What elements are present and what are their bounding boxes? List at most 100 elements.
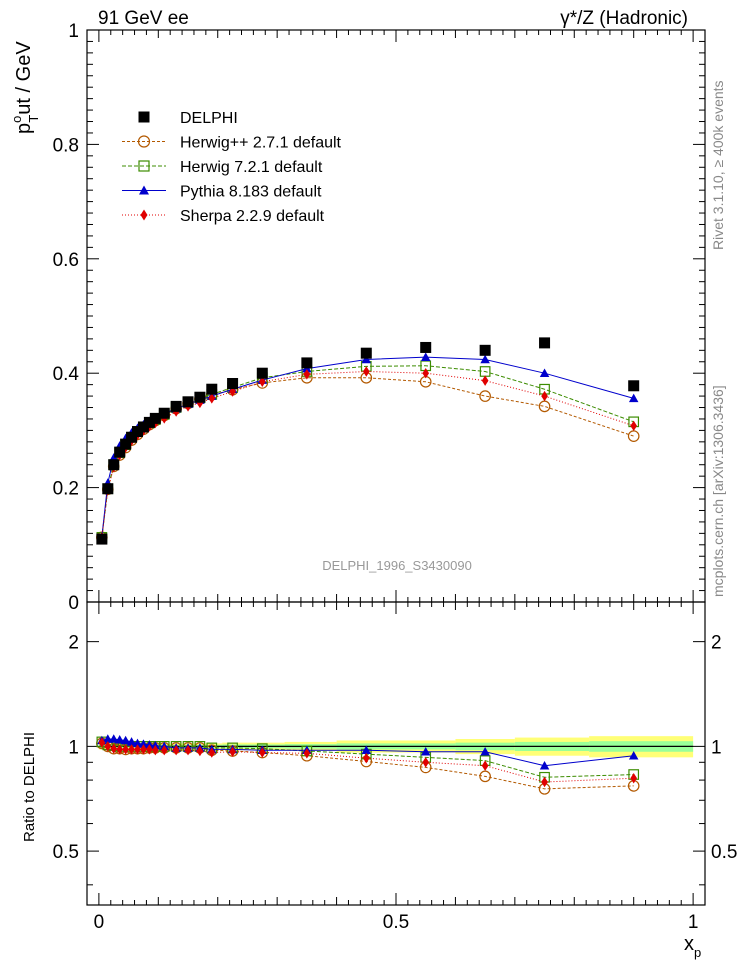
ratio-data-point [630, 772, 638, 784]
ratio-data-point [480, 747, 490, 756]
data-point [479, 344, 491, 356]
data-point [108, 459, 120, 471]
data-point [628, 380, 640, 392]
ratio-y-tick-label-right: 0.5 [711, 842, 737, 863]
series-line [101, 370, 634, 538]
ratio-data-point [184, 744, 192, 756]
main-y-tick-label: 0.6 [53, 250, 79, 271]
data-point [114, 446, 126, 458]
axis-ticks [87, 29, 705, 905]
data-point [143, 416, 155, 428]
ratio-data-point [132, 738, 143, 748]
data-point [132, 426, 144, 438]
legend-label: Herwig++ 2.7.1 default [180, 135, 342, 152]
header-left: 91 GeV ee [98, 8, 189, 29]
data-point [480, 354, 490, 364]
axis-tick-labels: 0 0.5 1 0 0.2 0.4 0.6 0.8 1 0.5 0.5 1 1 2 2 [53, 21, 738, 933]
ratio-data-point [172, 744, 180, 756]
ratio-data-point [120, 735, 131, 745]
ratio-data-point [208, 747, 216, 758]
legend-item-delphi: DELPHI [138, 110, 238, 127]
main-y-tick-label: 0.4 [53, 364, 80, 385]
main-y-label-p: p [13, 123, 35, 134]
data-point [360, 347, 372, 359]
data-point [96, 533, 108, 545]
main-y-tick-label: 0.8 [53, 135, 79, 156]
data-point [539, 368, 550, 377]
data-point [541, 390, 548, 402]
ratio-data-point [140, 744, 147, 755]
side-text-mcplots: mcplots.cern.ch [arXiv:1306.3436] [710, 385, 726, 597]
series-line [101, 356, 634, 537]
data-point [479, 390, 491, 402]
data-point [149, 412, 161, 424]
legend-label: DELPHI [180, 110, 238, 127]
ratio-data-point [362, 752, 370, 764]
header-right: γ*/Z (Hadronic) [560, 8, 688, 29]
ratio-data-point [196, 745, 204, 757]
ratio-series-sherpa-2-2-9-default [98, 737, 638, 788]
ratio-data-point [481, 760, 489, 771]
data-point [630, 420, 638, 432]
legend: DELPHI Herwig++ 2.7.1 default Herwig 7.2.1… [122, 110, 342, 225]
legend-label: Herwig 7.2.1 default [180, 159, 323, 176]
ratio-data-point [541, 776, 548, 788]
data-point [420, 341, 432, 353]
main-y-label-sup: o [9, 116, 24, 123]
main-plot-series [96, 337, 640, 545]
data-point [420, 352, 431, 361]
series-sherpa-2-2-9-default [98, 366, 638, 543]
main-y-tick-label: 1 [68, 21, 79, 42]
main-y-axis-label: po Tut / GeV [9, 41, 41, 134]
ratio-data-point [98, 737, 106, 748]
main-y-label-sub: T [26, 115, 41, 123]
ratio-data-point [138, 739, 149, 748]
ratio-data-point [134, 744, 141, 755]
ratio-data-point [122, 744, 129, 755]
data-point [120, 438, 132, 450]
ratio-data-point [103, 734, 113, 743]
ratio-data-point [258, 747, 266, 758]
data-point [137, 421, 149, 433]
ratio-data-point [114, 734, 125, 744]
ratio-data-point [126, 737, 137, 746]
data-point [158, 407, 170, 419]
ratio-plot-series [96, 734, 640, 795]
ratio-y-tick-label-right: 1 [711, 737, 722, 758]
data-point [627, 430, 640, 442]
ratio-y-tick-label-left: 0.5 [53, 842, 79, 863]
data-point [206, 383, 218, 395]
ratio-data-point [479, 770, 491, 783]
data-point [301, 357, 313, 369]
ratio-data-point [146, 744, 153, 755]
ratio-data-point [361, 745, 372, 755]
legend-item-pythia-8-183-default: Pythia 8.183 default [122, 184, 322, 201]
ratio-data-point [128, 744, 135, 755]
data-point [182, 396, 194, 408]
data-point [361, 354, 372, 364]
series-herwig-7-2-1-default [96, 360, 640, 543]
ratio-y-tick-label-left: 1 [68, 737, 79, 758]
main-y-tick-label: 0.2 [53, 479, 79, 500]
series-pythia-8-183-default [97, 352, 639, 541]
ratio-data-point [110, 743, 118, 754]
x-tick-label: 1 [688, 912, 699, 933]
data-point [258, 376, 266, 388]
ratio-y-tick-label-right: 2 [711, 633, 722, 654]
data-point [126, 431, 138, 443]
data-point [362, 366, 370, 377]
ratio-data-point [152, 744, 159, 756]
data-point [539, 337, 551, 349]
ratio-data-point [108, 734, 119, 743]
legend-marker [139, 185, 149, 195]
legend-label: Sherpa 2.2.9 default [180, 208, 325, 225]
data-point [208, 393, 216, 404]
x-axis-label: xp [684, 933, 701, 960]
series-line [101, 365, 634, 538]
data-point [256, 367, 268, 379]
series-herwig-2-7-1-default [96, 371, 640, 544]
data-point [102, 483, 114, 495]
data-point [170, 400, 182, 412]
data-point [422, 367, 430, 379]
